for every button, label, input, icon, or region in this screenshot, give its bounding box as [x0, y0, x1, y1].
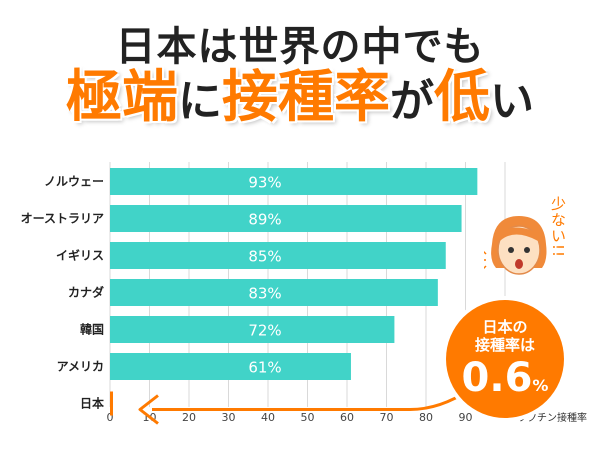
bar-value-label: 93% [248, 174, 281, 192]
bar [110, 205, 462, 232]
headline-word-6: い [490, 76, 534, 127]
arrow-line [152, 388, 471, 411]
x-tick-label: 70 [380, 411, 394, 424]
bar-value-label: 72% [248, 322, 281, 340]
x-axis-label: ワクチン接種率 [517, 411, 587, 424]
category-label: イギリス [56, 248, 104, 263]
bar-value-label: 89% [248, 211, 281, 229]
worried-person-illustration [484, 216, 547, 275]
callout-line-1: 日本の [482, 318, 528, 336]
category-label: オーストラリア [21, 212, 104, 226]
callout-unit: % [532, 376, 549, 395]
category-label: 日本 [80, 396, 104, 411]
headline-line-2: 極端に接種率が低い [0, 70, 600, 126]
headline-word-4: が [390, 76, 434, 127]
headline-line-1: 日本は世界の中でも [115, 24, 485, 70]
bar [110, 316, 395, 343]
headline-word-3: 接種率 [222, 65, 390, 130]
arrow-head [138, 394, 159, 425]
x-tick-label: 90 [459, 411, 473, 424]
callout-line-2: 接種率は [474, 336, 535, 354]
x-tick-label: 40 [261, 411, 275, 424]
callout-value: 0.6% [461, 355, 549, 401]
category-label: カナダ [68, 285, 104, 300]
category-label: アメリカ [57, 360, 104, 374]
bar-value-label: 85% [248, 248, 281, 266]
headline-word-5: 低 [434, 65, 490, 130]
x-tick-label: 0 [107, 411, 114, 424]
x-tick-label: 30 [222, 411, 236, 424]
x-tick-label: 50 [301, 411, 315, 424]
bar-value-label: 61% [248, 359, 281, 377]
bar [110, 242, 446, 269]
headline-word-1: 極端 [66, 65, 178, 130]
exclamation-text: 少ない!! [549, 196, 567, 259]
bar-value-label: 83% [248, 285, 281, 303]
bar-japan [110, 391, 113, 416]
category-label: 韓国 [80, 322, 104, 337]
x-tick-label: 60 [340, 411, 354, 424]
headline-word-2: に [178, 76, 222, 127]
bar [110, 353, 351, 380]
callout-label: 日本の 接種率は [446, 318, 564, 354]
category-label: ノルウェー [44, 175, 104, 189]
x-tick-label: 20 [182, 411, 196, 424]
japan-rate-callout: 日本の 接種率は 0.6% [446, 300, 564, 418]
bar [110, 279, 438, 306]
x-tick-label: 80 [419, 411, 433, 424]
bar [110, 168, 478, 195]
